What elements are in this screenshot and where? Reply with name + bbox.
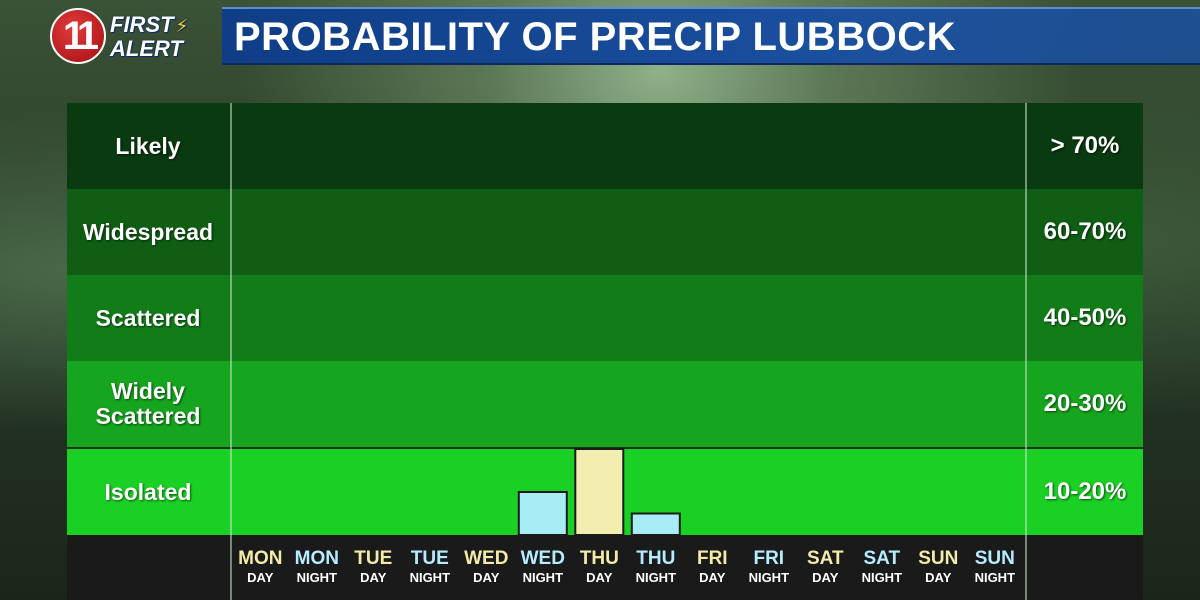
- band-scattered: Scattered 40-50%: [67, 275, 1143, 361]
- x-tick-day-10: SAT: [807, 548, 844, 569]
- logo-circle-badge: [50, 8, 106, 64]
- x-tick-day-2: TUE: [354, 548, 392, 569]
- logo-number: 11: [62, 14, 99, 58]
- x-tick-period-7: NIGHT: [636, 570, 677, 585]
- x-tick-period-13: NIGHT: [975, 570, 1016, 585]
- x-tick-day-11: SAT: [864, 548, 901, 569]
- x-axis-strip: [67, 535, 1143, 600]
- band-widely-scattered: Widely Scattered 20-30%: [67, 361, 1143, 447]
- right-divider: [1025, 103, 1027, 600]
- bar-thu-day: [574, 448, 625, 536]
- band-range-widespread: 60-70%: [1043, 218, 1127, 245]
- x-tick-period-5: NIGHT: [523, 570, 564, 585]
- first-alert-logo: 11 FIRST ⚡ ALERT: [50, 8, 210, 64]
- x-tick-day-1: MON: [295, 548, 339, 569]
- x-tick-day-6: THU: [580, 548, 619, 569]
- x-tick-period-0: DAY: [247, 570, 274, 585]
- logo-first-text: FIRST ⚡: [110, 14, 188, 37]
- x-tick-period-2: DAY: [360, 570, 387, 585]
- x-tick-period-3: NIGHT: [410, 570, 451, 585]
- x-tick-period-12: DAY: [925, 570, 952, 585]
- x-tick-period-11: NIGHT: [862, 570, 903, 585]
- band-range-widely-scattered: 20-30%: [1043, 390, 1127, 417]
- x-tick-period-4: DAY: [473, 570, 500, 585]
- x-tick-period-10: DAY: [812, 570, 839, 585]
- band-label-scattered: Scattered: [95, 304, 201, 331]
- x-tick-day-3: TUE: [411, 548, 449, 569]
- x-tick-day-8: FRI: [697, 548, 728, 569]
- x-tick-day-9: FRI: [753, 548, 784, 569]
- band-label-isolated: Isolated: [104, 478, 192, 505]
- x-tick-day-5: WED: [521, 548, 565, 569]
- band-likely: Likely > 70%: [67, 103, 1143, 189]
- x-tick-day-7: THU: [636, 548, 675, 569]
- band-label-widely-scattered: Widely Scattered: [95, 378, 201, 429]
- bar-chart-area: MONDAYMONNIGHTTUEDAYTUENIGHTWEDDAYWEDNIG…: [238, 448, 1016, 585]
- x-tick-day-4: WED: [464, 548, 508, 569]
- bar-wed-night: [517, 491, 568, 536]
- band-label-widespread: Widespread: [82, 218, 214, 245]
- x-tick-day-12: SUN: [918, 548, 958, 569]
- band-range-isolated: 10-20%: [1043, 478, 1127, 505]
- bar-thu-night: [630, 512, 681, 536]
- band-label-likely: Likely: [115, 132, 181, 159]
- x-tick-period-8: DAY: [699, 570, 726, 585]
- band-range-likely: > 70%: [1050, 132, 1120, 159]
- logo-alert-text: ALERT: [110, 36, 183, 61]
- lightning-bolt-icon: ⚡: [175, 16, 189, 36]
- title-bar: PROBABILITY OF PRECIP LUBBOCK: [222, 7, 1200, 65]
- x-tick-period-6: DAY: [586, 570, 613, 585]
- band-range-scattered: 40-50%: [1043, 304, 1127, 331]
- x-tick-period-9: NIGHT: [749, 570, 790, 585]
- x-tick-day-13: SUN: [975, 548, 1015, 569]
- x-tick-day-0: MON: [238, 548, 282, 569]
- left-divider: [230, 103, 232, 600]
- band-widespread: Widespread 60-70%: [67, 189, 1143, 275]
- page-title: PROBABILITY OF PRECIP LUBBOCK: [234, 15, 956, 59]
- precip-chart-panel: Likely > 70% Widespread 60-70% Scattered…: [67, 103, 1143, 600]
- logo-first-word: FIRST: [110, 12, 174, 37]
- x-tick-period-1: NIGHT: [297, 570, 338, 585]
